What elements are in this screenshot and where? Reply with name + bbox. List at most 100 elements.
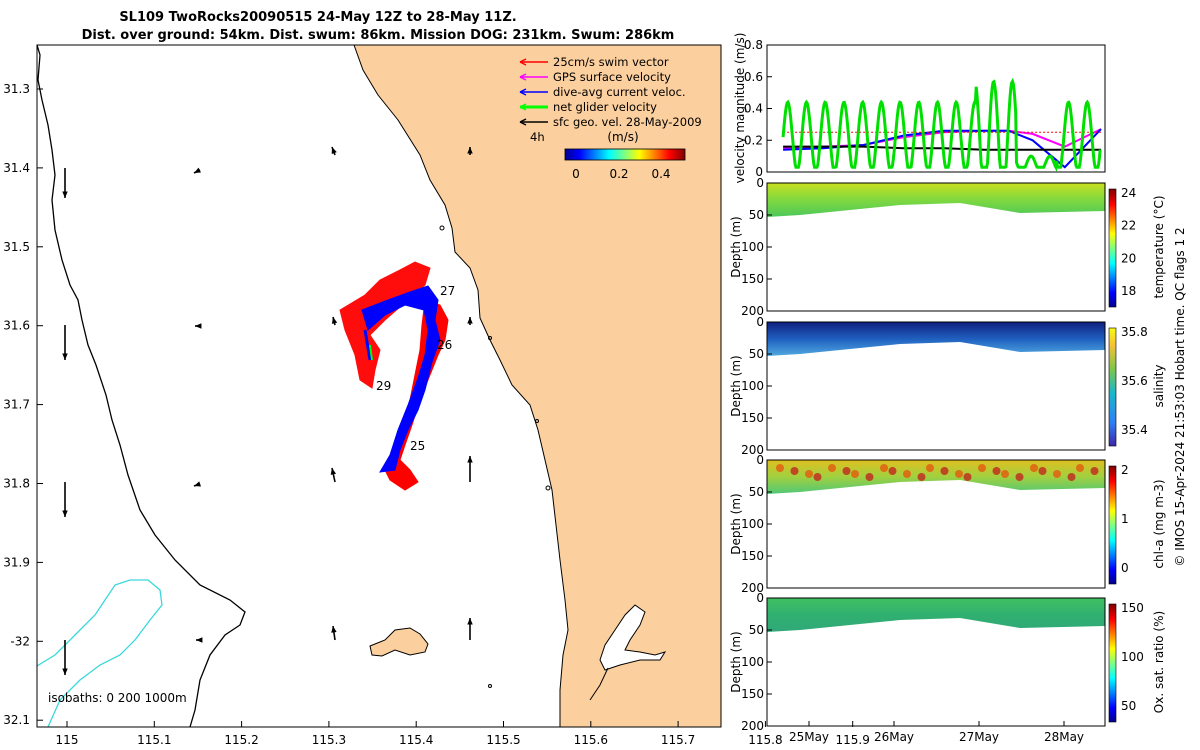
chl-blob [1053,470,1061,478]
section-ytick-label: 150 [741,687,764,701]
section-colorbar-label: temperature (°C) [1152,196,1166,299]
chl-blob [903,470,911,478]
day-label: 27 [440,284,455,298]
lat-axis: 31.3 31.4 31.5 31.6 31.7 31.8 31.9 -32 32.1 [3,82,43,727]
geo-velocity-arrowhead [62,668,68,675]
lon-tick-label: 115.9 [836,733,870,747]
section-ytick-label: 200 [741,443,764,457]
section-data [767,183,1105,217]
section-ytick-label: 100 [741,379,764,393]
velocity-ytick-label: 0.8 [744,38,763,52]
colorbar-tick-label: 35.4 [1121,423,1148,437]
colorbar-tick-label: 35.6 [1121,374,1148,388]
title-line2: Dist. over ground: 54km. Dist. swum: 86k… [82,28,675,43]
title-line1: SL109 TwoRocks20090515 24-May 12Z to 28-… [119,10,516,25]
day-label: 26 [437,338,452,352]
lon-tick-label: 115 [56,733,79,747]
lon-tick-label: 115.6 [574,733,608,747]
lon-tick-label: 115.1 [137,733,171,747]
chl-blob [790,467,799,475]
map-frame [36,44,722,728]
section-panel: 0 50 100 150 200 Depth (m) 35.4 35.6 35.8 salinit… [729,315,1166,457]
chl-blob [978,464,986,472]
geo-velocity-arrowhead [467,618,473,625]
chl-blob [880,464,888,472]
islet [439,225,445,231]
section-colorbar-label: chl-a (mg m-3) [1152,479,1166,568]
colorbar-tick-label: 20 [1121,251,1136,265]
colorbar-tick-label: 100 [1121,650,1144,664]
isobath-200m [37,579,163,727]
chl-blob [963,473,972,481]
section-panel: 0 50 100 150 200 Depth (m) 18 20 22 24 temperature… [729,176,1166,318]
lat-tick-label: 31.5 [3,240,30,254]
colorbar-tick-label: 35.8 [1121,325,1148,339]
lon-tick-label: 115.8 [748,733,782,747]
colorbar-tick-label: 1 [1121,512,1129,526]
velocity-series-line [783,145,1101,151]
chl-blob [776,464,784,472]
section-ytick-label: 200 [741,719,764,733]
legend-arrowhead [519,88,527,96]
lat-tick-label: 32.1 [3,713,30,727]
chl-blob [940,467,949,475]
lat-tick-label: 31.6 [3,319,30,333]
section-ytick-label: 0 [756,453,764,467]
geo-velocity-arrowhead [330,468,337,475]
section-ytick-label: 50 [749,208,764,222]
isobath-label: isobaths: 0 200 1000m [48,691,187,705]
chl-blob [992,467,1001,475]
chl-blob [1030,464,1038,472]
net-velocity-mark [369,344,373,361]
chl-blob [1076,464,1084,472]
section-ytick-label: 200 [741,304,764,318]
chl-blob [888,467,897,475]
velocity-ylabel: velocity magnitude (m/s) [733,33,747,184]
section-xtick-label: 26May [874,730,914,744]
day-label: 29 [376,379,391,393]
islet [535,419,539,423]
credit-text: © IMOS 15-Apr-2024 21:53:03 Hobart time.… [1173,227,1187,566]
lat-tick-label: -32 [10,634,30,648]
velocity-ytick-label: 0.6 [744,70,763,84]
islet [488,684,492,688]
section-ytick-label: 200 [741,581,764,595]
geo-velocity-arrowhead [62,191,68,198]
chl-blob [828,464,836,472]
section-ylabel: Depth (m) [729,493,743,554]
estuary [599,604,667,671]
section-ytick-label: 150 [741,549,764,563]
legend-label: 25cm/s swim vector [553,55,669,69]
legend-arrowhead [519,103,527,111]
section-ylabel: Depth (m) [729,216,743,277]
chl-blob [805,470,813,478]
section-colorbar [1108,465,1117,585]
geo-velocity-arrowhead [194,481,201,487]
river-line [589,667,609,701]
lat-tick-label: 31.9 [3,555,30,569]
lat-tick-label: 31.4 [3,161,30,175]
colorbar-tick: 0.2 [609,167,628,181]
legend-arrowhead [519,118,527,126]
section-colorbar [1108,188,1117,308]
colorbar-tick-label: 22 [1121,219,1136,233]
chl-blob [1038,467,1047,475]
section-ytick-label: 0 [756,591,764,605]
geo-velocity-arrowhead [331,147,337,154]
section-colorbar-label: salinity [1152,364,1166,407]
chl-blob [1090,467,1099,475]
land-mainland [353,45,721,727]
geo-velocity-arrows [62,146,473,675]
velocity-ytick-label: 0.2 [744,133,763,147]
section-ytick-label: 100 [741,517,764,531]
section-data [767,598,1105,632]
section-xtick-label: 25May [789,730,829,744]
islet [545,485,551,491]
section-data [767,322,1105,356]
chl-blob [1067,473,1076,481]
legend-label: GPS surface velocity [553,70,671,84]
chl-blob [865,473,874,481]
geo-velocity-arrowhead [331,317,338,324]
colorbar-tick-label: 50 [1121,699,1136,713]
section-colorbar [1108,327,1117,447]
